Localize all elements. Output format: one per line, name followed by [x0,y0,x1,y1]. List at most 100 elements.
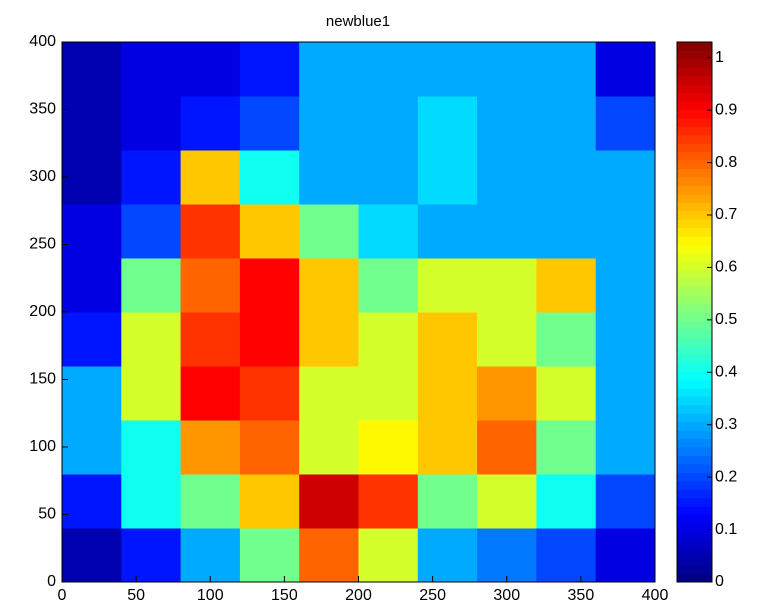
colorbar-band [677,573,712,583]
heatmap-cell [121,420,182,475]
heatmap-cell [595,312,656,367]
heatmap-cell [477,150,537,205]
heatmap-cell [62,528,122,583]
heatmap-cell [417,150,478,205]
colorbar-band [677,278,712,288]
heatmap-cell [180,366,241,421]
colorbar-band [677,151,712,161]
heatmap-cell [121,96,182,151]
heatmap-cell [239,204,300,259]
heatmap-cell [536,96,597,151]
heatmap-cell [595,204,656,259]
y-tick-label: 100 [29,438,56,455]
heatmap-cell [62,150,122,205]
heatmap-cell [299,204,359,259]
y-tick-label: 50 [38,506,56,523]
heatmap-cell [299,42,359,97]
heatmap-cell [62,420,122,475]
x-tick-label: 100 [197,587,224,604]
colorbar-band [677,438,712,448]
heatmap-cell [477,42,537,97]
heatmap-cell [121,42,182,97]
x-tick-label: 0 [58,587,67,604]
colorbar-band [677,193,712,203]
y-tick-label: 0 [47,573,56,590]
heatmap-cell [239,528,300,583]
heatmap-cell [358,420,419,475]
colorbar-band [677,379,712,389]
colorbar-band [677,261,712,271]
heatmap-cell [358,258,419,313]
colorbar-band [677,236,712,245]
colorbar-band [677,539,712,549]
chart-title: newblue1 [326,13,390,30]
colorbar-band [677,463,712,473]
colorbar-tick-label: 0.8 [715,154,737,171]
heatmap-cell [239,312,300,367]
y-tick-label: 150 [29,371,56,388]
colorbar-band [677,362,712,372]
colorbar-band [677,472,712,482]
colorbar-tick-label: 0.7 [715,206,737,223]
heatmap-cell [180,42,241,97]
heatmap-cell [358,474,419,529]
colorbar-band [677,548,712,558]
heatmap-cell [239,366,300,421]
colorbar-frame [676,41,713,583]
heatmap-cell [358,312,419,367]
heatmap-cell [299,528,359,583]
heatmap-cell [62,204,122,259]
heatmap-cell [299,366,359,421]
colorbar-band [677,252,712,262]
heatmap-cell [477,312,537,367]
colorbar-band [677,58,712,68]
heatmap-cell [417,204,478,259]
heatmap-cell [477,420,537,475]
colorbar-band [677,269,712,279]
heatmap-cell [239,420,300,475]
x-tick-label: 250 [419,587,446,604]
heatmap-cell [239,258,300,313]
heatmap-cell [180,420,241,475]
heatmap-cell [180,528,241,583]
heatmap-cell [62,312,122,367]
heatmap-cell [299,474,359,529]
colorbar-band [677,556,712,566]
heatmap-cell [121,258,182,313]
heatmap-cell [536,366,597,421]
heatmap-cell [536,420,597,475]
heatmap-cell [477,258,537,313]
heatmap-cell [121,528,182,583]
x-tick-label: 200 [345,587,372,604]
heatmap-cell [536,312,597,367]
heatmap-cell [358,528,419,583]
heatmap-cell [358,42,419,97]
heatmap-cell [417,42,478,97]
heatmap-cell [358,150,419,205]
colorbar-band [677,522,712,532]
heatmap-cell [62,258,122,313]
colorbar-tick-label: 0.1 [715,521,737,538]
colorbar-band [677,480,712,490]
colorbar-tick-label: 0.5 [715,311,737,328]
colorbar-band [677,387,712,397]
heatmap-cell [595,366,656,421]
heatmap-cell [595,420,656,475]
colorbar-tick-label: 0.4 [715,364,737,381]
colorbar-band [677,295,712,305]
colorbar-band [677,109,712,119]
heatmap-cell [417,420,478,475]
y-tick-label: 400 [29,33,56,50]
heatmap-cell [180,258,241,313]
x-tick-label: 400 [642,587,669,604]
colorbar-band [677,219,712,229]
heatmap-cell [417,366,478,421]
heatmap-cell [121,366,182,421]
colorbar-band [677,371,712,380]
colorbar-band [677,565,712,575]
heatmap-cell [62,366,122,421]
heatmap-cell [536,258,597,313]
heatmap-cell [239,96,300,151]
x-tick-label: 300 [493,587,520,604]
